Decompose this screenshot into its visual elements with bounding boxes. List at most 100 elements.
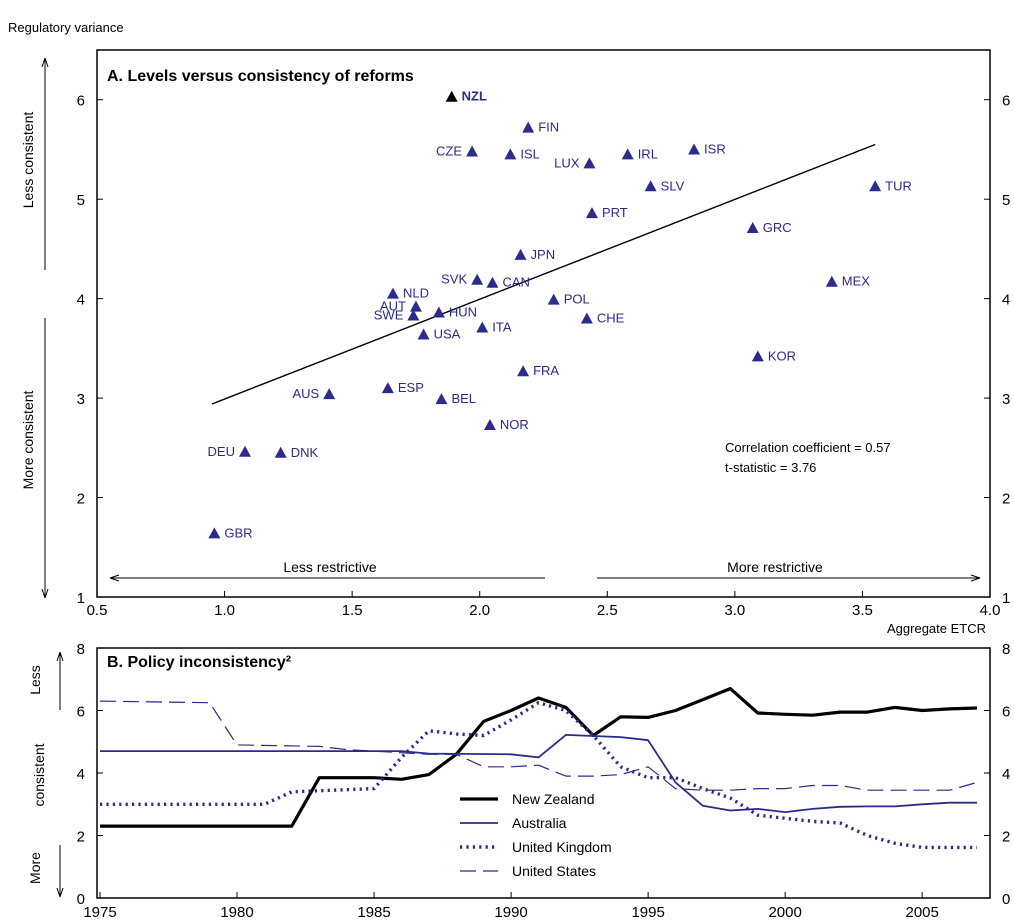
point-label-aus: AUS — [292, 386, 319, 401]
panel-b-direction-arrows: Less consistent More — [27, 651, 64, 898]
point-label-swe: SWE — [374, 308, 404, 323]
panel-a-x-tick-label: 1.5 — [342, 602, 363, 619]
point-marker-mex — [825, 275, 838, 287]
panel-a-y-tick-label-right: 2 — [1002, 491, 1010, 508]
point-marker-jpn — [514, 248, 527, 260]
panel-a-direction-arrows: Less consistent More consistent Less restr… — [20, 57, 981, 599]
point-label-cze: CZE — [436, 143, 462, 158]
point-marker-aus — [323, 388, 336, 400]
point-label-prt: PRT — [602, 205, 628, 220]
panel-a-x-tick-label: 1.0 — [214, 602, 235, 619]
legend-label-united-states: United States — [512, 863, 596, 879]
point-marker-slv — [644, 180, 657, 192]
panel-a-points: NZL FIN CZE ISL LUX IRL ISR SLV TUR PRT GRC JPN SVK C… — [208, 89, 912, 541]
point-marker-isl — [504, 148, 517, 160]
panel-b-y-tick-label: 6 — [77, 704, 85, 721]
correlation-annotation: Correlation coefficient = 0.57 — [725, 440, 891, 455]
panel-b-legend: New Zealand Australia United Kingdom United… — [460, 791, 612, 879]
panel-b-y-tick-label-right: 6 — [1002, 704, 1010, 721]
point-marker-can — [486, 276, 499, 288]
point-label-lux: LUX — [554, 155, 580, 170]
point-label-ita: ITA — [492, 319, 512, 334]
legend-label-united-kingdom: United Kingdom — [512, 839, 612, 855]
point-marker-fin — [522, 121, 535, 133]
panel-a-y-tick-label: 5 — [77, 192, 85, 209]
point-marker-grc — [746, 222, 759, 234]
panel-b-consistent-label: consistent — [31, 743, 47, 806]
point-marker-swe — [407, 309, 420, 321]
point-label-bel: BEL — [451, 391, 476, 406]
point-marker-tur — [869, 180, 882, 192]
series-line-new-zealand — [100, 687, 978, 828]
panel-b-y-tick-label-right: 4 — [1002, 766, 1010, 783]
panel-a-y-tick-label-right: 4 — [1002, 292, 1010, 309]
point-marker-aut — [409, 300, 422, 312]
panel-b-y-tick-label: 4 — [77, 766, 85, 783]
point-label-usa: USA — [434, 326, 461, 341]
panel-a-y-tick-label-right: 1 — [1002, 590, 1010, 607]
point-marker-nzl — [445, 90, 458, 102]
point-label-slv: SLV — [661, 178, 685, 193]
point-label-jpn: JPN — [531, 247, 556, 262]
panel-b-x-tick-label: 1980 — [220, 904, 253, 921]
point-marker-irl — [621, 148, 634, 160]
panel-b-more-arrowhead — [56, 887, 64, 898]
point-label-isl: ISL — [520, 146, 540, 161]
panel-a-ticks: 0.5 1.0 1.5 2.0 2.5 3.0 3.5 4.01 12 23 34 45 56 6 — [77, 93, 1011, 619]
panel-a-x-tick-label: 3.0 — [724, 602, 745, 619]
legend-label-australia: Australia — [512, 815, 567, 831]
panel-b-x-tick-label: 1975 — [83, 904, 116, 921]
point-marker-che — [580, 312, 593, 324]
panel-a-x-tick-label: 2.0 — [469, 602, 490, 619]
panel-b-y-tick-label: 8 — [77, 641, 85, 658]
point-marker-prt — [585, 207, 598, 219]
point-marker-lux — [583, 157, 596, 169]
panel-a-y-tick-label-right: 6 — [1002, 93, 1010, 110]
panel-b-x-tick-label: 1985 — [357, 904, 390, 921]
point-label-kor: KOR — [768, 348, 796, 363]
panel-a-x-axis-label: Aggregate ETCR — [887, 621, 986, 636]
panel-a-trendline — [211, 143, 876, 405]
point-label-nld: NLD — [403, 286, 429, 301]
panel-b-y-tick-label-right: 8 — [1002, 641, 1010, 658]
point-label-fra: FRA — [533, 363, 559, 378]
panel-a-y-axis-label: Regulatory variance — [8, 20, 124, 35]
point-marker-dnk — [274, 446, 287, 458]
panel-b-y-tick-label-right: 2 — [1002, 829, 1010, 846]
panel-b-ticks: 1975 1980 1985 1990 1995 2000 2005 0 0 2 2 4 4 6 6 8 8 — [77, 641, 1011, 921]
series-line-united-states — [99, 700, 978, 791]
point-label-gbr: GBR — [224, 525, 252, 540]
panel-b-less-arrowhead — [56, 651, 64, 662]
point-label-che: CHE — [597, 311, 625, 326]
point-marker-bel — [435, 393, 448, 405]
panel-b-less-label: Less — [27, 665, 43, 695]
panel-b-title: B. Policy inconsistency² — [107, 654, 291, 671]
point-marker-nor — [483, 418, 496, 430]
panel-b-x-tick-label: 1990 — [494, 904, 527, 921]
point-marker-pol — [547, 293, 560, 305]
panel-a-x-tick-label: 3.5 — [852, 602, 873, 619]
less-restrictive-arrowhead — [109, 574, 120, 582]
panel-b-x-tick-label: 2005 — [906, 904, 939, 921]
panel-a-y-tick-label: 3 — [77, 391, 85, 408]
panel-b-x-tick-label: 2000 — [768, 904, 801, 921]
less-restrictive-label: Less restrictive — [283, 559, 377, 575]
point-label-hun: HUN — [449, 305, 477, 320]
panel-a-y-tick-label-right: 5 — [1002, 192, 1010, 209]
less-consistent-label: Less consistent — [20, 112, 36, 209]
panel-b-series-lines — [99, 687, 978, 850]
more-consistent-arrowhead — [41, 588, 49, 599]
point-marker-esp — [381, 382, 394, 394]
point-label-nor: NOR — [500, 417, 529, 432]
point-label-mex: MEX — [842, 274, 871, 289]
point-marker-cze — [466, 145, 479, 157]
more-restrictive-label: More restrictive — [727, 559, 823, 575]
more-consistent-label: More consistent — [20, 390, 36, 489]
point-label-grc: GRC — [763, 220, 792, 235]
point-label-pol: POL — [564, 292, 590, 307]
panel-b-plot-frame — [96, 647, 991, 899]
panel-a-x-tick-label: 2.5 — [597, 602, 618, 619]
point-label-aut: AUT — [380, 299, 406, 314]
panel-b: B. Policy inconsistency² 1975 1980 1985 199… — [27, 641, 1010, 921]
